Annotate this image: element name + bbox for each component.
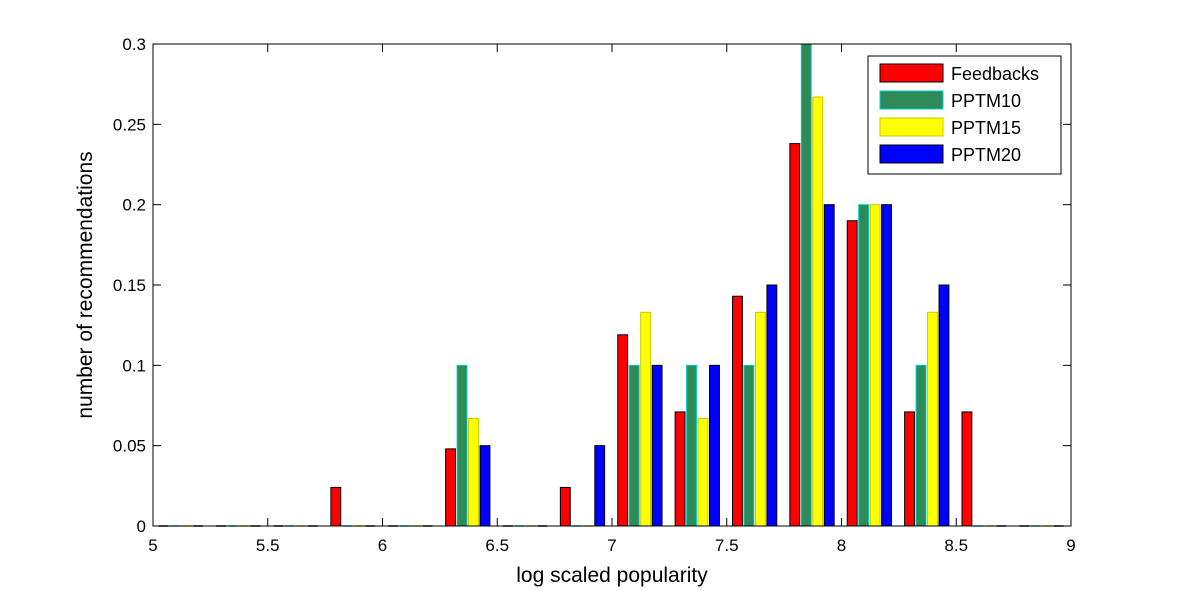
bar-feedbacks-14	[961, 411, 973, 527]
legend-swatch-feedbacks	[879, 63, 944, 83]
bar-pptm10-12	[858, 204, 870, 527]
legend-swatch-pptm15	[879, 117, 944, 137]
bar-feedbacks-9	[674, 411, 686, 527]
bar-feedbacks-3	[330, 486, 342, 527]
x-tick-label: 6	[378, 536, 387, 555]
bar-pptm10-8	[628, 364, 640, 527]
y-tick-label: 0.3	[122, 35, 146, 54]
legend: Feedbacks PPTM10 PPTM15 PPTM20	[867, 55, 1062, 175]
x-axis-label: log scaled popularity	[516, 564, 708, 587]
bar-feedbacks-10	[731, 295, 743, 527]
bar-pptm10-11	[800, 43, 812, 527]
y-tick-label: 0	[137, 517, 146, 536]
legend-label-feedbacks: Feedbacks	[951, 64, 1039, 84]
y-tick-label: 0.05	[113, 437, 146, 456]
x-tick-label: 6.5	[485, 536, 509, 555]
bar-pptm20-9	[709, 364, 720, 527]
bar-pptm20-8	[651, 364, 663, 527]
bar-pptm20-11	[823, 204, 835, 527]
bar-feedbacks-13	[904, 411, 915, 527]
legend-label-pptm20: PPTM20	[951, 145, 1021, 165]
y-tick-label: 0.2	[122, 196, 146, 215]
bar-pptm20-5	[479, 445, 491, 527]
y-axis-ticks: 0 0.05 0.1 0.15 0.2 0.25 0.3	[113, 35, 1071, 536]
bar-pptm20-7	[594, 445, 606, 527]
x-tick-label: 8.5	[944, 536, 968, 555]
legend-label-pptm10: PPTM10	[951, 91, 1021, 111]
bar-pptm15-13	[927, 311, 938, 527]
bar-feedbacks-12	[846, 220, 858, 527]
x-tick-label: 7.5	[715, 536, 739, 555]
x-axis-ticks: 5 5.5 6 6.5 7 7.5 8 8.5 9	[148, 44, 1076, 555]
bar-pptm15-12	[869, 204, 881, 527]
y-tick-label: 0.25	[113, 115, 146, 134]
y-axis-label: number of recommendations	[74, 151, 97, 418]
bar-pptm10-5	[456, 364, 468, 527]
x-tick-label: 9	[1066, 536, 1075, 555]
x-tick-label: 7	[607, 536, 616, 555]
bar-feedbacks-8	[617, 334, 629, 527]
bar-pptm20-13	[938, 284, 950, 527]
y-tick-label: 0.15	[113, 276, 146, 295]
legend-swatch-pptm20	[879, 144, 944, 164]
x-tick-label: 5.5	[256, 536, 280, 555]
bar-pptm10-9	[686, 364, 697, 527]
bar-feedbacks-7	[559, 486, 571, 527]
x-tick-label: 5	[148, 536, 157, 555]
bar-feedbacks-5	[445, 448, 456, 527]
x-tick-label: 8	[837, 536, 846, 555]
legend-swatch-pptm10	[879, 90, 944, 110]
bar-pptm10-10	[743, 364, 755, 527]
bar-pptm20-10	[766, 284, 778, 527]
bar-feedbacks-11	[789, 143, 801, 527]
bar-pptm15-10	[754, 311, 766, 527]
y-tick-label: 0.1	[122, 356, 146, 375]
bar-pptm15-5	[468, 417, 479, 527]
bar-pptm10-13	[915, 364, 927, 527]
bar-pptm15-11	[812, 96, 824, 527]
bar-pptm20-12	[881, 204, 893, 527]
legend-label-pptm15: PPTM15	[951, 118, 1021, 138]
bar-pptm15-8	[640, 311, 652, 527]
bar-pptm15-9	[697, 417, 709, 527]
